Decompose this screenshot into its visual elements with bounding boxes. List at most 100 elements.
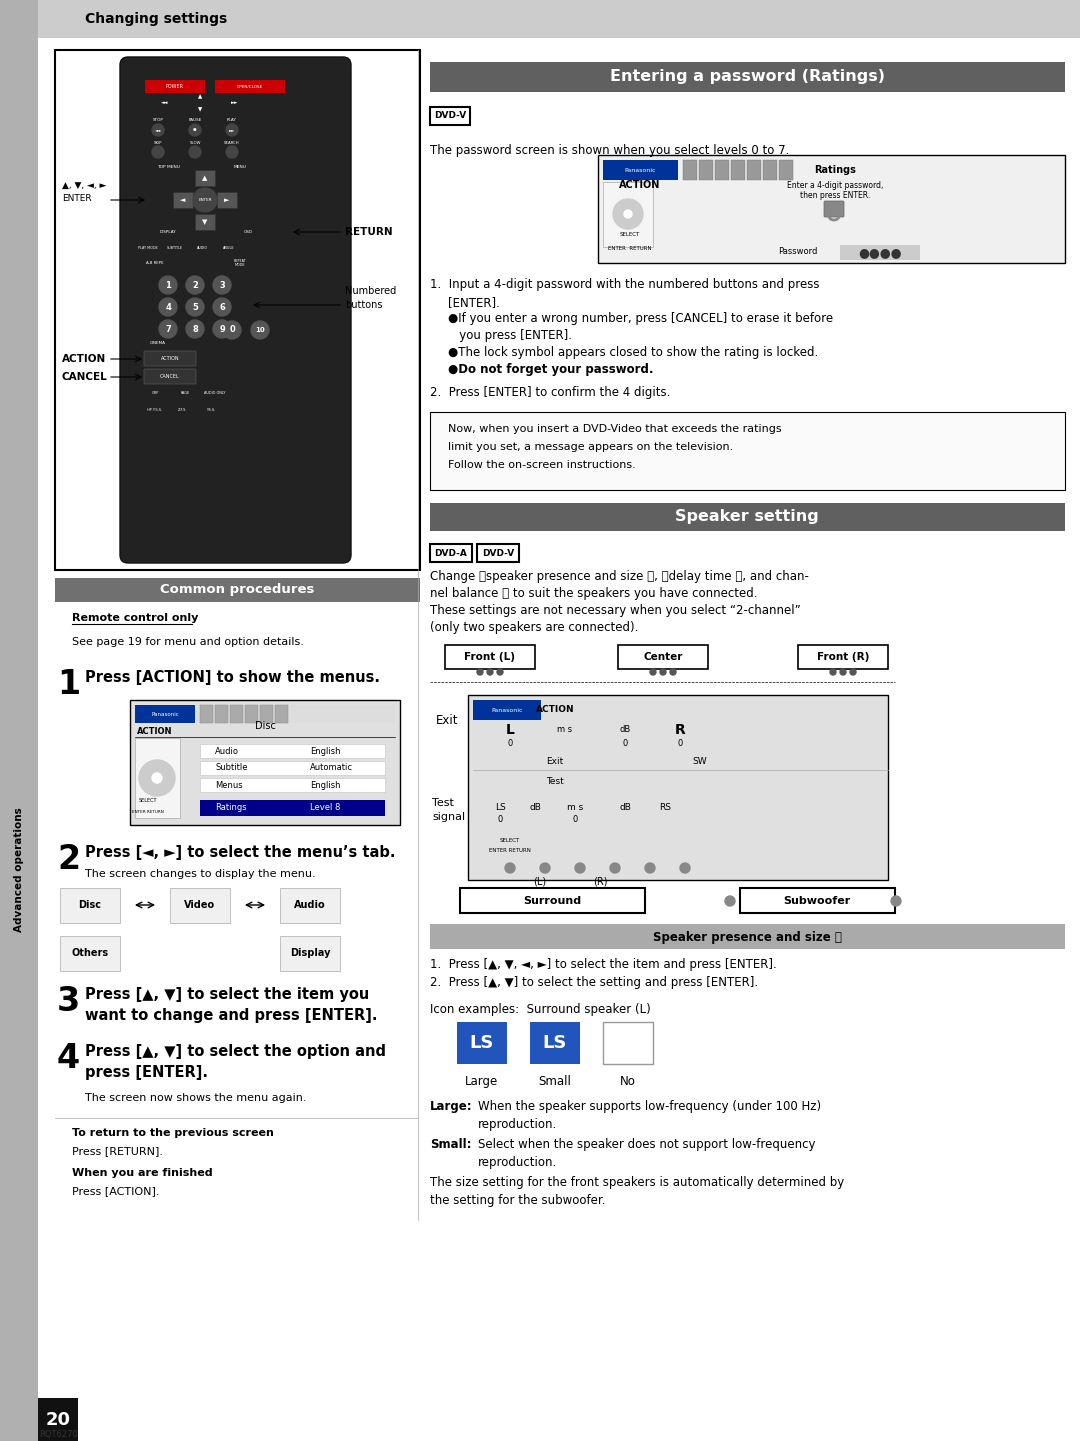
Text: SUBTITLE: SUBTITLE bbox=[167, 246, 183, 249]
Bar bbox=[430, 924, 1065, 950]
Bar bbox=[195, 170, 215, 186]
Text: Front (L): Front (L) bbox=[464, 651, 515, 661]
Text: PLAY: PLAY bbox=[227, 118, 237, 122]
Bar bbox=[779, 160, 793, 180]
Text: Display: Display bbox=[289, 948, 330, 958]
Text: m s: m s bbox=[557, 725, 572, 735]
Circle shape bbox=[725, 896, 735, 906]
Text: When the speaker supports low-frequency (under 100 Hz): When the speaker supports low-frequency … bbox=[478, 1099, 821, 1112]
Circle shape bbox=[159, 320, 177, 339]
Text: Test: Test bbox=[546, 778, 564, 787]
Text: SELECT: SELECT bbox=[620, 232, 640, 238]
Text: [ENTER].: [ENTER]. bbox=[448, 295, 500, 308]
Text: 6: 6 bbox=[219, 303, 225, 311]
Text: OSD: OSD bbox=[243, 231, 253, 233]
Circle shape bbox=[226, 146, 238, 159]
Text: Exit: Exit bbox=[436, 713, 459, 726]
Circle shape bbox=[650, 669, 656, 674]
Bar bbox=[230, 705, 243, 723]
Text: 2: 2 bbox=[57, 843, 80, 876]
Text: PLAY MODE: PLAY MODE bbox=[138, 246, 158, 249]
Bar bbox=[445, 646, 535, 669]
Text: MENU: MENU bbox=[233, 166, 246, 169]
Text: Video: Video bbox=[185, 901, 216, 911]
Circle shape bbox=[189, 146, 201, 159]
Text: SELECT: SELECT bbox=[138, 797, 158, 803]
Text: dB: dB bbox=[619, 725, 631, 735]
Text: Exit: Exit bbox=[546, 758, 564, 767]
Circle shape bbox=[152, 124, 164, 135]
Text: dB: dB bbox=[529, 804, 541, 813]
Text: Subtitle: Subtitle bbox=[215, 764, 247, 772]
Bar bbox=[430, 62, 1065, 92]
Text: ACTION: ACTION bbox=[619, 180, 661, 190]
Text: Large:: Large: bbox=[430, 1099, 473, 1112]
Bar bbox=[430, 503, 1065, 530]
Bar bbox=[275, 705, 288, 723]
Text: 3: 3 bbox=[57, 986, 80, 1017]
Bar bbox=[275, 705, 288, 723]
Text: 1.  Input a 4-digit password with the numbered buttons and press: 1. Input a 4-digit password with the num… bbox=[430, 278, 820, 291]
Bar bbox=[699, 160, 713, 180]
Bar bbox=[200, 705, 213, 723]
Text: ANGLE: ANGLE bbox=[224, 246, 234, 249]
Circle shape bbox=[213, 320, 231, 339]
Text: Press [ACTION].: Press [ACTION]. bbox=[72, 1186, 160, 1196]
Text: reproduction.: reproduction. bbox=[478, 1118, 557, 1131]
Bar bbox=[135, 705, 195, 723]
Text: LS: LS bbox=[470, 1035, 495, 1052]
Bar bbox=[715, 160, 729, 180]
Text: ACTION: ACTION bbox=[62, 354, 106, 365]
Bar bbox=[740, 888, 895, 914]
Bar bbox=[230, 705, 243, 723]
Circle shape bbox=[613, 199, 643, 229]
Text: A-B REPE: A-B REPE bbox=[146, 261, 164, 265]
Circle shape bbox=[159, 277, 177, 294]
Text: Subwoofer: Subwoofer bbox=[783, 896, 851, 906]
Circle shape bbox=[193, 187, 217, 212]
Text: ▲: ▲ bbox=[198, 95, 202, 99]
Bar bbox=[215, 705, 228, 723]
Bar bbox=[170, 888, 230, 924]
Text: m s: m s bbox=[567, 804, 583, 813]
Text: 4: 4 bbox=[57, 1042, 80, 1075]
Text: ▼: ▼ bbox=[198, 108, 202, 112]
Circle shape bbox=[831, 669, 836, 674]
Text: ►►: ►► bbox=[229, 128, 235, 133]
Bar bbox=[603, 1022, 653, 1063]
Bar bbox=[430, 412, 1065, 490]
Bar bbox=[618, 646, 708, 669]
Text: CINEMA: CINEMA bbox=[150, 342, 166, 344]
Text: ACTION: ACTION bbox=[161, 356, 179, 362]
Text: SKIP: SKIP bbox=[153, 141, 162, 146]
Bar bbox=[200, 744, 384, 758]
Text: ►►: ►► bbox=[231, 101, 239, 105]
Bar bbox=[731, 160, 745, 180]
Circle shape bbox=[186, 320, 204, 339]
Text: Entering a password (Ratings): Entering a password (Ratings) bbox=[609, 69, 885, 85]
Bar bbox=[0, 0, 38, 1441]
Text: 0: 0 bbox=[498, 816, 502, 824]
Text: English: English bbox=[310, 781, 340, 790]
Text: 2.  Press [ENTER] to confirm the 4 digits.: 2. Press [ENTER] to confirm the 4 digits… bbox=[430, 386, 671, 399]
Circle shape bbox=[139, 759, 175, 795]
Text: ▲: ▲ bbox=[202, 174, 207, 182]
Bar bbox=[60, 888, 120, 924]
Circle shape bbox=[213, 298, 231, 316]
Text: Disc: Disc bbox=[255, 720, 275, 731]
Bar bbox=[200, 761, 384, 775]
Text: CANCEL: CANCEL bbox=[62, 372, 108, 382]
Text: (R): (R) bbox=[593, 878, 607, 888]
Text: HP Y.S.S.: HP Y.S.S. bbox=[148, 408, 163, 412]
Text: limit you set, a message appears on the television.: limit you set, a message appears on the … bbox=[448, 442, 733, 452]
Text: 0: 0 bbox=[229, 326, 234, 334]
Text: AUDIO: AUDIO bbox=[197, 246, 207, 249]
Circle shape bbox=[152, 146, 164, 159]
Text: Changing settings: Changing settings bbox=[85, 12, 227, 26]
Text: STOP: STOP bbox=[152, 118, 163, 122]
Circle shape bbox=[186, 277, 204, 294]
Bar bbox=[798, 646, 888, 669]
Text: These settings are not necessary when you select “2-channel”: These settings are not necessary when yo… bbox=[430, 604, 800, 617]
Text: ▼: ▼ bbox=[202, 219, 207, 225]
Bar bbox=[245, 705, 258, 723]
